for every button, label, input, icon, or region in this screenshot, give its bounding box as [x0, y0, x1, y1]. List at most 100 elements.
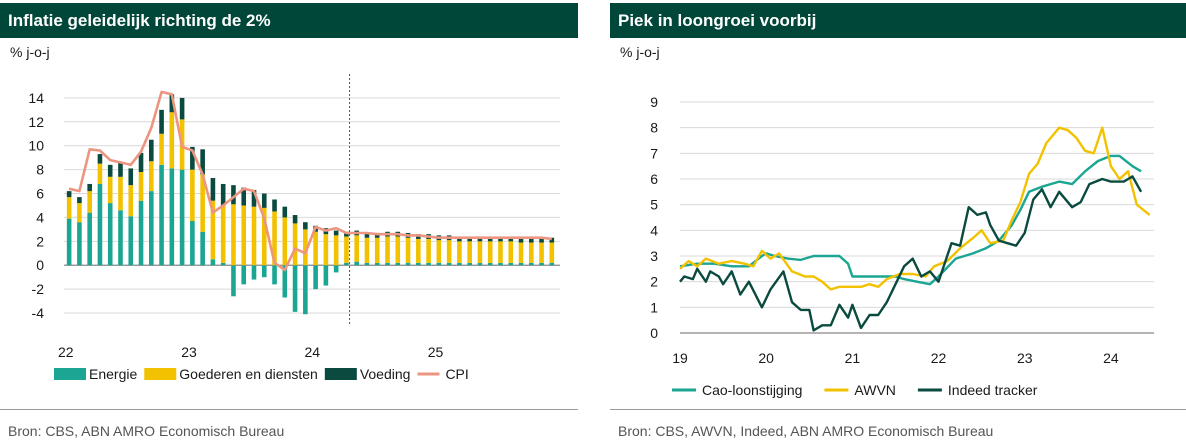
y-tick-label: 4	[36, 209, 44, 225]
bar-goederen	[354, 235, 359, 262]
y-tick-label: 7	[650, 145, 658, 161]
bar-goederen	[416, 238, 421, 263]
bar-energie	[416, 262, 421, 266]
bar-energie	[292, 265, 298, 312]
bar-voeding	[549, 237, 555, 243]
legend-label: Voeding	[360, 366, 411, 382]
bar-goederen	[364, 237, 370, 263]
bar-energie	[241, 265, 247, 285]
bar-goederen	[107, 176, 113, 204]
bar-energie	[66, 218, 72, 266]
legend-label: CPI	[445, 366, 468, 382]
bar-goederen	[210, 200, 216, 260]
bar-goederen	[313, 231, 318, 266]
x-tick-label: 24	[304, 344, 320, 360]
bar-energie	[210, 259, 216, 266]
bar-goederen	[323, 234, 329, 266]
bar-goederen	[436, 240, 442, 263]
legend-label: Goederen en diensten	[179, 366, 318, 382]
y-tick-label: 10	[28, 138, 44, 154]
x-tick-label: 22	[931, 350, 947, 366]
bar-energie	[446, 262, 452, 266]
bar-goederen	[128, 185, 134, 217]
legend-label: Energie	[89, 366, 137, 382]
bar-voeding	[518, 237, 524, 243]
y-tick-label: 2	[650, 274, 658, 290]
legend-label: AWVN	[854, 382, 895, 398]
bar-goederen	[159, 133, 164, 165]
bar-energie	[138, 200, 144, 266]
bar-voeding	[261, 193, 267, 208]
bar-energie	[477, 262, 483, 266]
bar-goederen	[477, 241, 483, 263]
bar-energie	[200, 231, 205, 266]
bar-voeding	[539, 237, 544, 243]
y-tick-label: 6	[650, 171, 658, 187]
source-note: Bron: CBS, AWVN, Indeed, ABN AMRO Econom…	[610, 409, 1186, 439]
bar-voeding	[159, 109, 164, 134]
bar-goederen	[97, 163, 103, 184]
bar-energie	[385, 262, 390, 266]
bar-goederen	[241, 205, 247, 266]
bar-goederen	[549, 242, 555, 263]
chart-title: Inflatie geleidelijk richting de 2%	[0, 3, 578, 38]
bar-goederen	[539, 242, 544, 263]
bar-energie	[374, 262, 380, 266]
bar-energie	[333, 265, 339, 273]
y-tick-label: 0	[36, 257, 44, 273]
legend-swatch	[144, 368, 177, 380]
bar-voeding	[97, 154, 103, 164]
x-tick-label: 24	[1103, 350, 1119, 366]
bar-voeding	[528, 237, 534, 243]
bar-voeding	[138, 152, 144, 173]
bar-energie	[323, 265, 329, 286]
y-tick-label: 5	[650, 197, 658, 213]
bar-energie	[354, 261, 359, 266]
bar-goederen	[251, 206, 257, 266]
bar-voeding	[148, 139, 154, 162]
bar-energie	[487, 262, 493, 266]
y-tick-label: 1	[650, 299, 658, 315]
bar-voeding	[210, 177, 216, 201]
bar-energie	[128, 216, 134, 266]
bar-energie	[508, 262, 514, 266]
bar-voeding	[292, 215, 298, 224]
bar-goederen	[303, 229, 308, 266]
bar-energie	[107, 203, 113, 266]
x-tick-label: 21	[845, 350, 861, 366]
bar-goederen	[87, 191, 92, 213]
awvn-line	[679, 126, 1151, 291]
bar-goederen	[261, 207, 267, 266]
legend-label: Cao-loonstijging	[702, 382, 802, 398]
bar-voeding	[200, 149, 205, 175]
bar-voeding	[364, 232, 370, 238]
bar-goederen	[518, 242, 524, 263]
bar-goederen	[200, 174, 205, 232]
bar-energie	[77, 222, 82, 266]
bar-goederen	[77, 203, 82, 223]
bar-energie	[190, 221, 195, 266]
bar-voeding	[190, 146, 195, 170]
y-tick-label: 3	[650, 248, 658, 264]
bar-voeding	[179, 97, 185, 120]
x-tick-label: 23	[181, 344, 197, 360]
bar-energie	[498, 262, 503, 266]
bar-energie	[159, 164, 164, 266]
bar-voeding	[169, 94, 175, 113]
y-tick-label: 4	[650, 222, 658, 238]
chart-panel-inflatie: Inflatie geleidelijk richting de 2% % j-…	[0, 0, 578, 447]
y-tick-label: -2	[32, 281, 45, 297]
bar-energie	[364, 262, 370, 266]
cpi-line	[68, 90, 552, 272]
x-tick-label: 22	[58, 344, 74, 360]
bar-energie	[436, 262, 442, 266]
bar-goederen	[487, 241, 493, 263]
bar-voeding	[282, 206, 288, 218]
bar-energie	[220, 262, 226, 266]
legend-label: Indeed tracker	[948, 382, 1038, 398]
bar-energie	[395, 262, 401, 266]
bar-goederen	[231, 204, 236, 266]
bar-energie	[467, 262, 472, 266]
source-note: Bron: CBS, ABN AMRO Economisch Bureau	[0, 409, 578, 439]
